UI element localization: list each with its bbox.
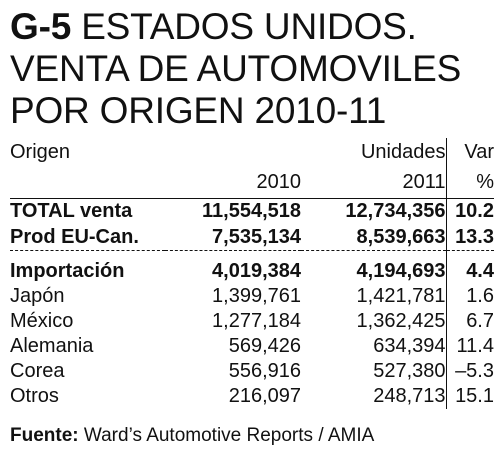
header-blank [165,138,301,166]
table-row: TOTAL venta 11,554,518 12,734,356 10.2 [10,198,494,224]
value-2011: 527,380 [373,360,446,382]
chart-title: G-5 ESTADOS UNIDOS. VENTA DE AUTOMOVILES… [10,6,490,132]
header-unidades: Unidades [360,141,446,163]
table-row: Alemania 569,426 634,394 11.4 [10,334,494,359]
header-percent: % [445,166,494,199]
value-2011: 4,194,693 [356,260,446,282]
row-label: TOTAL venta [10,200,133,222]
value-2011: 634,394 [373,335,446,357]
value-2010: 556,916 [228,360,302,382]
value-2010: 11,554,518 [202,200,302,222]
value-2011: 1,421,781 [356,285,446,307]
value-var: 13.3 [445,224,494,251]
value-var: 6.7 [445,309,494,334]
table-row: México 1,277,184 1,362,425 6.7 [10,309,494,334]
spacer-cell [165,251,301,260]
table-row: Corea 556,916 527,380 –5.3 [10,359,494,384]
value-2011: 1,362,425 [356,310,446,332]
source-text: Ward’s Automotive Reports / AMIA [83,425,375,446]
value-var: 1.6 [445,284,494,309]
value-2010: 569,426 [228,335,302,357]
value-2010: 7,535,134 [164,224,302,251]
row-label: Otros [10,385,59,407]
header-2011: 2011 [301,166,446,199]
spacer-cell [445,250,494,259]
row-label: Prod EU-Can. [10,224,165,251]
header-2010: 2010 [164,166,302,199]
table-row: Prod EU-Can. 7,535,134 8,539,663 13.3 [10,224,494,251]
chart-code: G-5 [10,6,72,47]
data-table: Origen Unidades Var 2010 2011 % TOTAL ve… [10,138,494,409]
title-text-1: ESTADOS UNIDOS. [81,6,417,47]
row-label: México [10,310,74,332]
value-2010: 4,019,384 [212,260,302,282]
table-row: Otros 216,097 248,713 15.1 [10,384,494,409]
value-2010: 1,277,184 [212,310,302,332]
header-blank-2 [10,166,165,199]
header-var: Var [445,138,494,166]
row-label: Alemania [10,335,94,357]
header-row-1: Origen Unidades Var [10,138,494,166]
value-var: 10.2 [445,198,494,224]
spacer-cell [10,251,165,260]
row-label: Importación [10,260,125,282]
value-2010: 1,399,761 [212,285,302,307]
header-origen: Origen [10,141,71,163]
row-label: Corea [10,360,65,382]
value-var: 4.4 [445,259,494,284]
value-var: –5.3 [445,359,494,384]
value-2011: 8,539,663 [301,224,446,251]
row-label: Japón [10,285,65,307]
value-2011: 12,734,356 [345,200,446,222]
value-2010: 216,097 [228,385,302,407]
title-line-2: VENTA DE AUTOMOVILES [10,48,462,89]
table-row: Importación 4,019,384 4,194,693 4.4 [10,259,494,284]
header-row-2: 2010 2011 % [10,166,494,199]
value-var: 11.4 [445,334,494,359]
value-var: 15.1 [445,384,494,409]
title-line-1: G-5 ESTADOS UNIDOS. [10,6,490,48]
row-spacer [10,250,494,260]
title-line-3: POR ORIGEN 2010-11 [10,90,387,131]
source-note: Fuente: Ward’s Automotive Reports / AMIA [10,425,374,447]
table-row: Japón 1,399,761 1,421,781 1.6 [10,284,494,309]
value-2011: 248,713 [373,385,446,407]
source-label: Fuente: [10,425,79,446]
spacer-cell [301,251,446,260]
